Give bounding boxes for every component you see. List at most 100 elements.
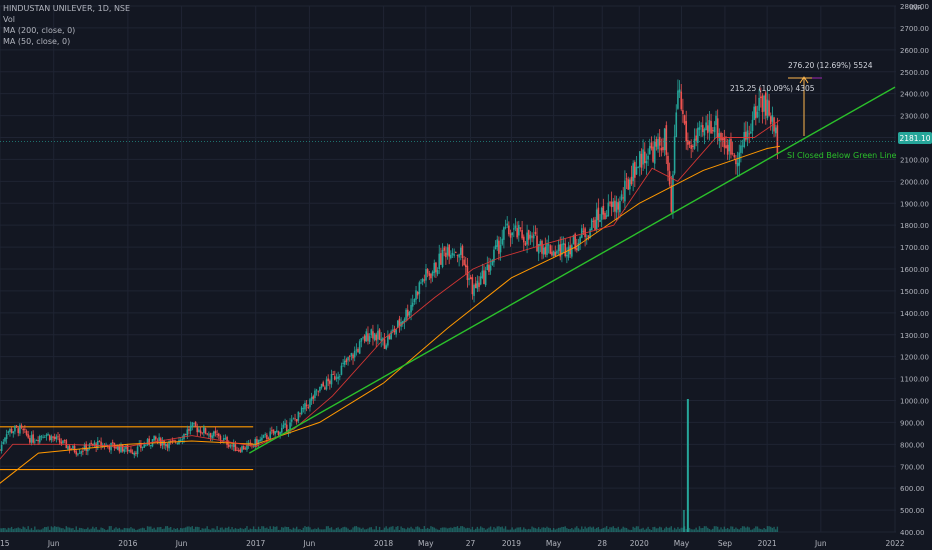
candle-body bbox=[52, 436, 54, 438]
candle-body bbox=[350, 353, 353, 357]
candle-body bbox=[652, 146, 654, 162]
candle-body bbox=[385, 345, 387, 349]
volume-bar bbox=[697, 529, 699, 532]
candle-body bbox=[527, 230, 530, 240]
candle-body bbox=[290, 419, 293, 422]
volume-bar bbox=[179, 527, 182, 532]
volume-bar bbox=[478, 528, 480, 532]
candle-body bbox=[201, 432, 204, 434]
candle-body bbox=[319, 386, 321, 392]
volume-bar bbox=[189, 527, 192, 532]
volume-bar bbox=[403, 528, 406, 532]
volume-bar bbox=[650, 529, 653, 532]
price-axis[interactable]: 400.00 500.00 600.00 700.00 800.00 900.00 1000… bbox=[900, 3, 929, 537]
volume-bar bbox=[586, 528, 588, 532]
candle-body bbox=[392, 329, 394, 331]
candle-body bbox=[557, 244, 560, 252]
candle-body bbox=[254, 439, 257, 447]
candle-body bbox=[315, 389, 318, 391]
volume-bar bbox=[572, 529, 575, 532]
volume-bar bbox=[763, 527, 765, 532]
volume-bar bbox=[372, 529, 374, 532]
volume-bar bbox=[368, 527, 371, 532]
candle-body bbox=[334, 376, 336, 380]
volume-bar bbox=[552, 528, 555, 532]
candle-body bbox=[382, 338, 384, 341]
candle-body bbox=[725, 145, 727, 149]
candle-body bbox=[213, 431, 215, 437]
volume-bar bbox=[370, 527, 372, 532]
y-tick-label: 2500.00 bbox=[900, 69, 929, 77]
candle-body bbox=[302, 408, 305, 409]
volume-bar bbox=[770, 526, 772, 532]
candle-body bbox=[277, 431, 280, 436]
volume-bar bbox=[239, 527, 242, 532]
candle-body bbox=[662, 147, 664, 151]
candle-body bbox=[571, 245, 573, 257]
volume-bar bbox=[360, 528, 363, 532]
candle-body bbox=[418, 282, 421, 294]
volume-bar bbox=[430, 526, 432, 532]
candle-body bbox=[247, 443, 250, 446]
volume-bar bbox=[755, 526, 757, 532]
candle-body bbox=[135, 452, 137, 454]
volume-bar bbox=[475, 528, 477, 532]
candle-body bbox=[342, 362, 344, 364]
volume-bar bbox=[161, 529, 164, 532]
volume-bar bbox=[521, 529, 523, 532]
candle-body bbox=[494, 245, 497, 250]
candle-body bbox=[451, 252, 454, 256]
volume-bar bbox=[448, 527, 450, 532]
candle-body bbox=[145, 445, 147, 447]
volume-bar bbox=[377, 529, 379, 532]
volume-bar bbox=[44, 526, 46, 532]
volume-bar bbox=[322, 529, 324, 532]
volume-bar bbox=[693, 529, 696, 532]
candle-body bbox=[141, 447, 144, 448]
volume-bar bbox=[281, 527, 283, 532]
moving-averages bbox=[0, 119, 781, 484]
candle-body bbox=[668, 171, 671, 185]
volume-bar bbox=[47, 526, 49, 532]
candle-body bbox=[688, 141, 691, 145]
candle-body bbox=[529, 234, 532, 239]
volume-bar bbox=[373, 529, 376, 532]
candle-body bbox=[108, 446, 111, 450]
candle-body bbox=[473, 285, 475, 296]
candle-body bbox=[75, 451, 78, 455]
candle-body bbox=[526, 232, 528, 245]
candle-body bbox=[29, 438, 31, 443]
candle-body bbox=[284, 423, 286, 426]
volume-bar bbox=[455, 527, 457, 532]
candle-body bbox=[416, 291, 419, 296]
candle-body bbox=[330, 373, 333, 385]
candle-body bbox=[314, 390, 316, 398]
candle-body bbox=[604, 213, 606, 220]
candle-body bbox=[491, 259, 494, 266]
candle-body bbox=[262, 434, 265, 438]
candle-body bbox=[199, 430, 202, 434]
candle-body bbox=[297, 411, 300, 421]
candle-body bbox=[80, 451, 83, 454]
volume-bar bbox=[564, 526, 566, 532]
candle-body bbox=[408, 311, 411, 316]
volume-bar bbox=[307, 526, 309, 532]
volume-bar bbox=[355, 526, 358, 532]
candle-body bbox=[634, 162, 636, 178]
x-tick-label: May bbox=[418, 539, 434, 548]
candle-body bbox=[536, 235, 538, 252]
time-axis[interactable]: 2015 Jun 2016 Jun 2017 Jun 2018 May 27 2019 May 28 2… bbox=[0, 539, 905, 548]
candle-body bbox=[585, 238, 588, 239]
volume-bar bbox=[354, 526, 356, 532]
volume-bar bbox=[539, 529, 542, 532]
candle-body bbox=[620, 194, 623, 200]
candle-body bbox=[619, 201, 621, 213]
volume-bar bbox=[529, 529, 532, 532]
candle-body bbox=[481, 270, 484, 278]
volume-bar bbox=[256, 529, 258, 532]
volume-bar bbox=[42, 528, 44, 532]
candle-body bbox=[501, 238, 504, 245]
candle-body bbox=[506, 223, 508, 226]
candle-body bbox=[345, 359, 348, 363]
